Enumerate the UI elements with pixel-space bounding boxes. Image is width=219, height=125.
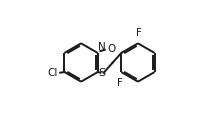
Text: F: F bbox=[136, 28, 141, 38]
Text: N: N bbox=[98, 42, 106, 52]
Text: S: S bbox=[98, 68, 106, 78]
Text: F: F bbox=[117, 78, 123, 88]
Text: O: O bbox=[107, 44, 115, 54]
Text: Cl: Cl bbox=[47, 68, 58, 78]
